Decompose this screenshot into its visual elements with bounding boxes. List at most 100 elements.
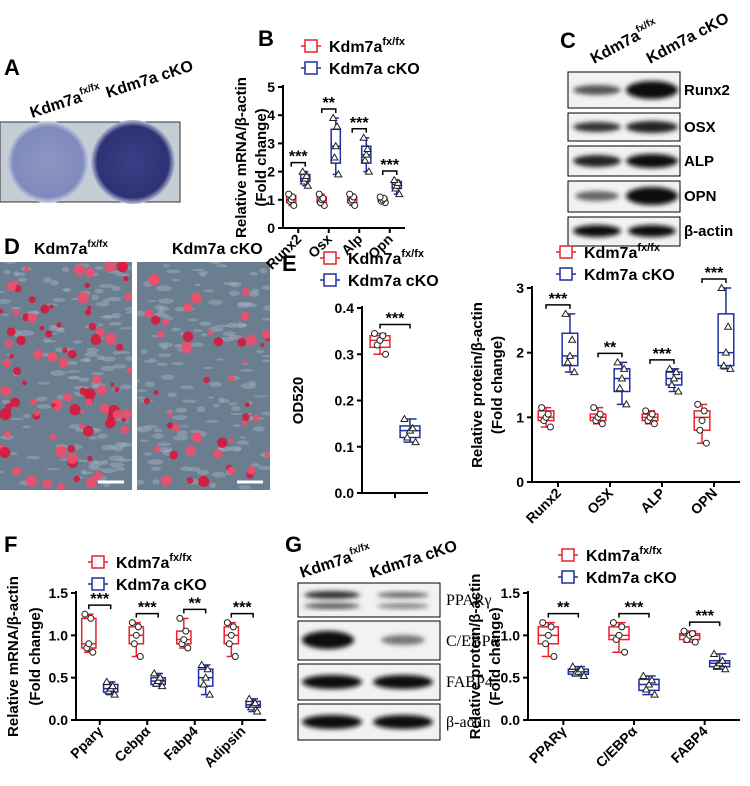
stained-cell (10, 397, 21, 408)
legend-name: Kdm7a cKO (584, 267, 675, 284)
significance-label: *** (695, 608, 714, 625)
stained-cell (153, 390, 159, 395)
significance-bracket (545, 304, 571, 309)
legend-symbol (304, 39, 318, 53)
blot-label: ALP (684, 153, 714, 170)
data-point (547, 623, 555, 631)
stained-cell (156, 330, 165, 339)
stained-cell (190, 292, 202, 304)
cell (72, 340, 83, 344)
stained-cell (207, 330, 214, 336)
cell (149, 358, 156, 361)
significance-bracket (320, 108, 337, 114)
stained-cell (144, 309, 154, 319)
cell (94, 288, 104, 294)
cell (50, 370, 66, 376)
y-tick-label: 4 (267, 107, 275, 123)
cell (22, 413, 31, 418)
stained-cell (30, 398, 38, 406)
x-tick-label: Cebpα (111, 723, 153, 765)
stain-photo (137, 262, 270, 490)
stained-cell (198, 475, 210, 488)
stained-cell (57, 482, 66, 490)
data-point (673, 386, 683, 395)
stained-cell (213, 337, 224, 347)
cell (18, 330, 35, 337)
stained-cell (260, 343, 265, 348)
legend-superscript: fx/fx (382, 36, 406, 48)
panel-label: D (4, 234, 20, 259)
cell (223, 281, 239, 286)
data-point (285, 190, 293, 198)
stained-cell (217, 437, 228, 448)
legend-symbol (561, 548, 575, 562)
cell (252, 395, 268, 398)
stained-cell (39, 325, 45, 331)
stained-cell (148, 273, 160, 286)
cell (86, 347, 99, 354)
cell (111, 312, 122, 319)
stained-cell (83, 388, 96, 400)
western-blot (297, 582, 441, 741)
data-point (609, 619, 617, 627)
stained-cell (73, 264, 86, 276)
data-point (250, 698, 260, 707)
legend-symbol (561, 570, 575, 584)
cell (228, 290, 240, 296)
cell (187, 318, 199, 322)
cell (137, 310, 146, 317)
cell (18, 277, 27, 283)
data-point (157, 681, 167, 690)
y-axis-label: (Fold change) (487, 607, 504, 705)
cell (78, 377, 90, 383)
stained-cell (110, 382, 115, 387)
stained-cell (27, 313, 38, 323)
cell (56, 327, 65, 333)
cell (191, 268, 205, 271)
significance-label: *** (233, 600, 252, 617)
data-point (669, 374, 679, 382)
stained-cell (16, 335, 26, 346)
box (561, 332, 579, 367)
data-point (725, 364, 735, 372)
cell (261, 411, 270, 416)
data-point (539, 619, 547, 627)
cell (252, 426, 266, 432)
cell (143, 359, 158, 363)
data-point (546, 423, 554, 431)
stained-cell (56, 322, 62, 328)
cell (10, 306, 22, 310)
y-tick-label: 0.0 (501, 712, 521, 728)
legend-label: Kdm7a cKO (348, 273, 439, 290)
data-point (89, 648, 97, 656)
panel-label: C (560, 28, 576, 53)
data-point (394, 189, 404, 198)
cell (171, 278, 181, 282)
legend-name: Kdm7a cKO (329, 61, 420, 78)
data-point (538, 404, 546, 412)
chart: Relative protein/β-actin (Fold change) 0.0… (467, 545, 740, 770)
stained-cell (32, 349, 44, 360)
cell (101, 356, 116, 362)
y-tick-label: 0.5 (501, 670, 521, 686)
legend-symbol (304, 61, 318, 75)
blot-label: FABP4 (446, 674, 493, 691)
data-point (639, 671, 648, 679)
stained-cell (49, 304, 54, 309)
cell (180, 466, 193, 472)
stained-cell (84, 282, 90, 288)
legend-name: Kdm7a cKO (116, 577, 207, 594)
stained-cell (120, 425, 129, 435)
cell (194, 283, 202, 287)
significance-label: *** (350, 115, 369, 132)
legend-superscript: fx/fx (169, 552, 193, 564)
stained-cell (124, 292, 132, 302)
data-point (700, 407, 708, 415)
stained-cell (78, 423, 85, 430)
stained-cell (67, 349, 77, 359)
cell (117, 350, 131, 354)
data-point (650, 420, 658, 428)
cell (141, 348, 148, 355)
cell (0, 291, 6, 294)
stained-cell (99, 403, 110, 414)
